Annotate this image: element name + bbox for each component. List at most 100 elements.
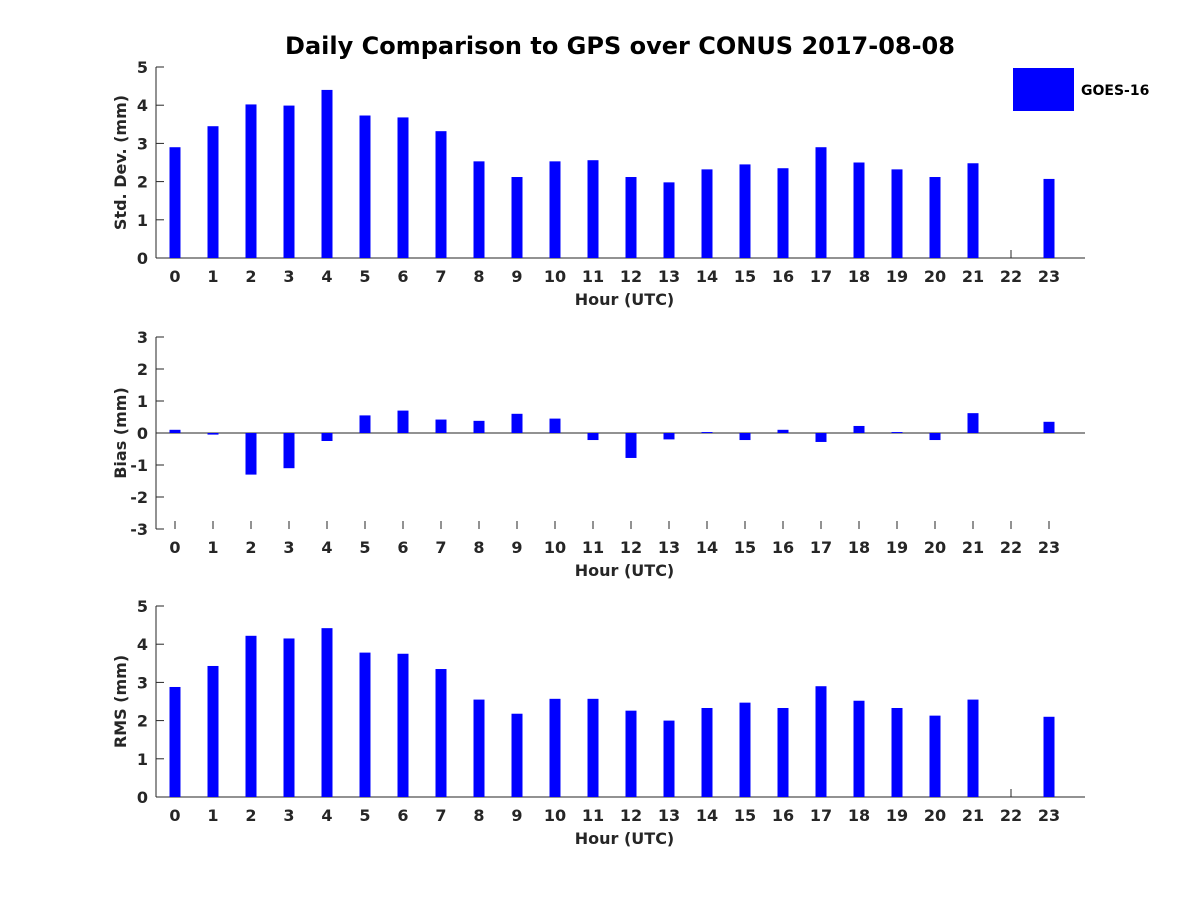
bar-hour-19 [891,169,903,258]
x-tick-label: 20 [924,806,946,825]
x-tick-label: 12 [620,806,642,825]
x-tick-label: 13 [658,538,680,557]
bar-hour-16 [777,707,789,797]
bar-hour-13 [663,433,675,440]
x-axis-label: Hour (UTC) [575,829,675,848]
x-tick-label: 14 [696,538,718,557]
x-tick-label: 17 [810,538,832,557]
bar-hour-17 [815,433,827,442]
bar-hour-14 [701,707,713,797]
x-tick-label: 1 [207,267,218,286]
bar-hour-8 [473,161,485,258]
x-tick-label: 13 [658,806,680,825]
x-tick-label: 23 [1038,538,1060,557]
bar-hour-0 [169,429,181,433]
bar-hour-4 [321,433,333,441]
bar-hour-8 [473,699,485,797]
x-tick-label: 6 [397,267,408,286]
bar-hour-23 [1043,178,1055,258]
x-tick-label: 1 [207,806,218,825]
x-tick-label: 14 [696,806,718,825]
x-tick-label: 1 [207,538,218,557]
bar-hour-15 [739,433,751,441]
x-tick-label: 5 [359,267,370,286]
y-tick-label: 5 [137,597,148,616]
bar-hour-20 [929,715,941,797]
y-tick-label: 1 [137,750,148,769]
bar-hour-1 [207,126,219,259]
bar-hour-12 [625,177,637,258]
bar-hour-6 [397,117,409,258]
legend: GOES-16 [1013,68,1149,111]
bar-hour-9 [511,413,523,433]
bar-hour-12 [625,710,637,797]
bar-hour-21 [967,413,979,433]
bar-hour-7 [435,419,447,433]
bar-hour-3 [283,638,295,797]
x-tick-label: 14 [696,267,718,286]
bar-hour-20 [929,177,941,258]
bar-hour-7 [435,131,447,258]
legend-swatch [1013,68,1074,111]
x-tick-label: 23 [1038,806,1060,825]
x-tick-label: 16 [772,267,794,286]
bar-hour-21 [967,699,979,797]
x-tick-label: 7 [435,538,446,557]
bar-hour-13 [663,182,675,258]
x-tick-label: 8 [473,267,484,286]
y-tick-label: -1 [130,456,148,475]
y-tick-label: 1 [137,211,148,230]
x-tick-label: 16 [772,538,794,557]
x-tick-label: 19 [886,538,908,557]
x-tick-label: 10 [544,538,566,557]
bar-hour-13 [663,720,675,797]
bar-hour-4 [321,89,333,258]
x-tick-label: 2 [245,806,256,825]
x-tick-label: 11 [582,267,604,286]
bar-hour-10 [549,161,561,258]
x-tick-label: 13 [658,267,680,286]
bar-hour-18 [853,700,865,797]
x-tick-label: 0 [169,538,180,557]
bar-hour-20 [929,433,941,441]
x-tick-label: 10 [544,806,566,825]
y-tick-label: 3 [137,673,148,692]
x-tick-label: 2 [245,538,256,557]
y-tick-label: 1 [137,392,148,411]
y-tick-label: 0 [137,424,148,443]
bar-hour-23 [1043,716,1055,797]
legend-label: GOES-16 [1081,83,1149,99]
x-tick-label: 20 [924,267,946,286]
bar-hour-4 [321,628,333,797]
bar-hour-18 [853,425,865,433]
y-tick-label: 2 [137,173,148,192]
x-tick-label: 11 [582,538,604,557]
bar-hour-10 [549,418,561,433]
bar-hour-0 [169,686,181,797]
x-tick-label: 2 [245,267,256,286]
x-axis-label: Hour (UTC) [575,290,675,309]
bar-hour-14 [701,432,713,434]
bar-hour-5 [359,115,371,258]
bar-hour-21 [967,163,979,258]
bar-hour-9 [511,177,523,258]
x-tick-label: 6 [397,538,408,557]
x-tick-label: 15 [734,267,756,286]
x-tick-label: 10 [544,267,566,286]
bar-hour-9 [511,713,523,797]
bar-hour-11 [587,160,599,258]
y-tick-label: 4 [137,635,148,654]
x-tick-label: 18 [848,267,870,286]
x-tick-label: 9 [511,806,522,825]
bar-hour-8 [473,420,485,433]
bar-hour-2 [245,433,257,475]
bar-hour-0 [169,147,181,258]
x-tick-label: 23 [1038,267,1060,286]
x-tick-label: 6 [397,806,408,825]
x-tick-label: 0 [169,806,180,825]
bar-hour-1 [207,433,219,435]
